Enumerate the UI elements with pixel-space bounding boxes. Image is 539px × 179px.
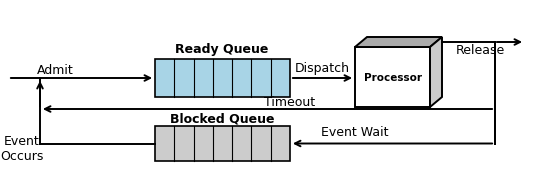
- Polygon shape: [355, 37, 442, 47]
- Text: Ready Queue: Ready Queue: [175, 42, 268, 55]
- Polygon shape: [430, 37, 442, 107]
- Text: Timeout: Timeout: [265, 96, 315, 108]
- Bar: [155, 126, 290, 161]
- Text: Dispatch: Dispatch: [294, 62, 349, 76]
- Text: Admit: Admit: [37, 64, 73, 78]
- Text: Blocked Queue: Blocked Queue: [170, 112, 274, 125]
- Bar: [155, 59, 290, 97]
- Text: Event Wait: Event Wait: [321, 125, 389, 139]
- Text: Processor: Processor: [364, 73, 422, 83]
- Text: Release: Release: [455, 45, 505, 57]
- Text: Event
Occurs: Event Occurs: [1, 135, 44, 163]
- Bar: [355, 47, 430, 107]
